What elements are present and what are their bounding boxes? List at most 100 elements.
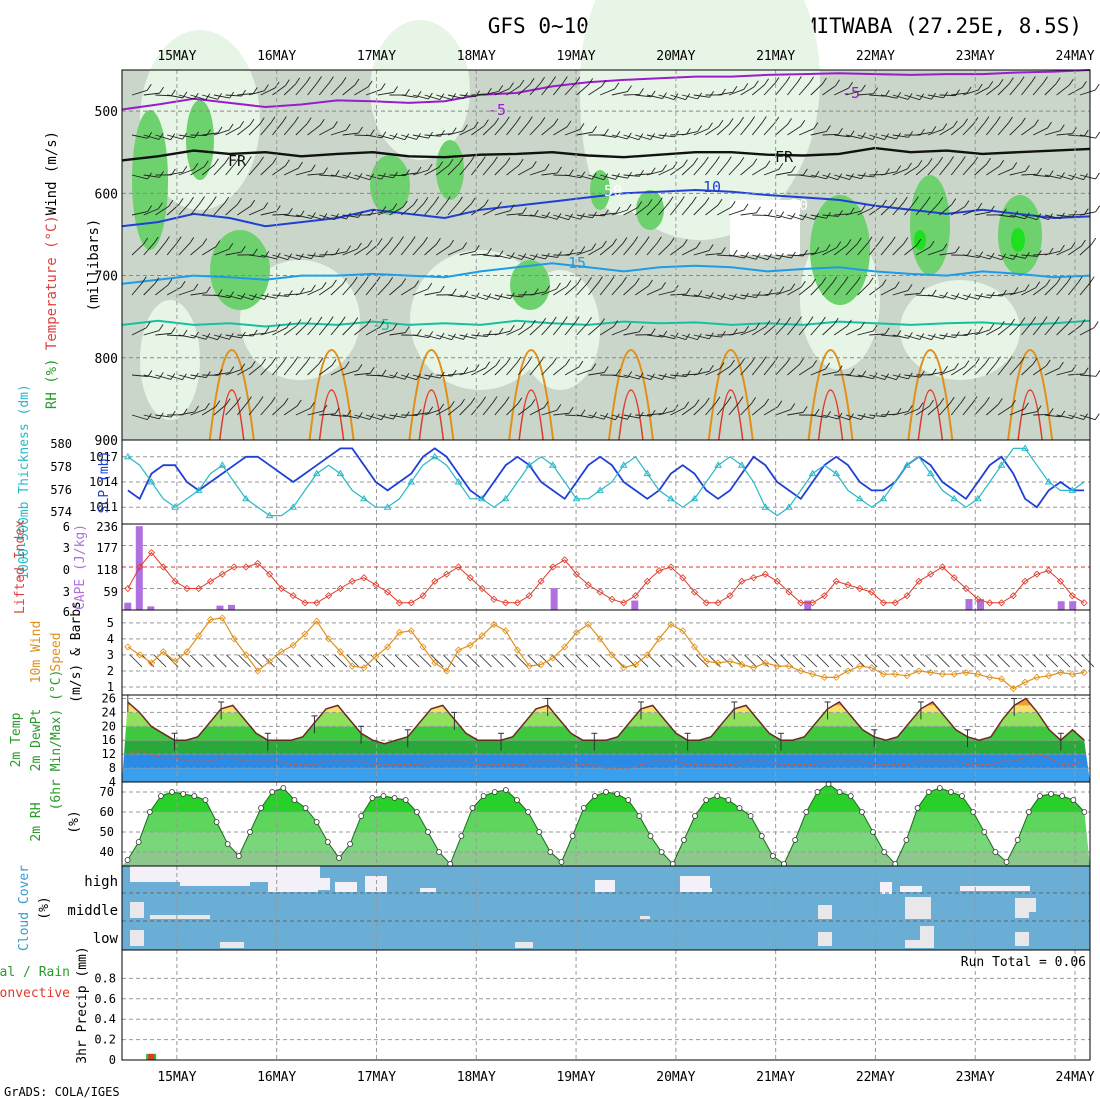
wind-barb bbox=[288, 208, 293, 215]
wind-speed-marker bbox=[620, 664, 628, 672]
wind-barb bbox=[744, 325, 749, 333]
wind-barb bbox=[178, 374, 195, 380]
wind-barb bbox=[330, 83, 343, 96]
wind-speed-marker bbox=[584, 620, 592, 628]
wind-barb bbox=[756, 206, 761, 214]
wind-barb bbox=[414, 280, 420, 287]
wind-barb bbox=[284, 293, 301, 296]
wind-barb bbox=[483, 199, 489, 206]
wind-barb bbox=[365, 282, 377, 296]
wind-barb bbox=[190, 202, 201, 216]
wind-barb bbox=[340, 316, 346, 323]
wind-barb bbox=[716, 365, 731, 376]
wind-barb bbox=[1020, 117, 1026, 125]
wind-barb bbox=[892, 374, 909, 380]
wind-barb bbox=[999, 159, 1005, 167]
wind-barb bbox=[194, 331, 199, 339]
wind-barb bbox=[646, 170, 663, 176]
wind-barb bbox=[330, 322, 342, 336]
wind-speed-marker bbox=[549, 654, 557, 662]
wind-barb bbox=[775, 171, 792, 176]
wind-barb bbox=[541, 409, 558, 416]
wind-barb bbox=[951, 366, 966, 376]
wind-barb bbox=[588, 282, 599, 296]
lifted-index-marker bbox=[596, 588, 604, 596]
wind-barb bbox=[332, 121, 338, 128]
rh-light-patch bbox=[900, 280, 1020, 380]
wind-barb bbox=[568, 169, 574, 176]
wind-barb bbox=[646, 334, 663, 338]
precip-tick-label: 0.6 bbox=[94, 992, 116, 1006]
wind-barb bbox=[916, 238, 922, 246]
wind-barb bbox=[377, 329, 394, 336]
wind-barb bbox=[1021, 411, 1038, 416]
wind-barb bbox=[553, 364, 567, 376]
wind-barb bbox=[658, 290, 675, 296]
wind-barb bbox=[1058, 361, 1064, 369]
wind-barb bbox=[635, 94, 652, 98]
wind-barb bbox=[708, 244, 714, 251]
thickness-marker bbox=[714, 461, 723, 468]
precip-tick-label: 0 bbox=[109, 1053, 116, 1067]
wind-barb bbox=[576, 369, 592, 376]
wind-barb bbox=[369, 367, 375, 374]
lifted-index-marker bbox=[903, 592, 911, 600]
thickness-axis-label: 1000-500mb Thickness (dm) bbox=[17, 384, 32, 580]
wind-barb bbox=[1055, 77, 1061, 84]
wind-barb bbox=[684, 401, 690, 409]
lifted-index-marker bbox=[419, 592, 427, 600]
wind-barb bbox=[730, 359, 735, 367]
wind-barb bbox=[529, 291, 546, 296]
rh-marker bbox=[502, 787, 509, 793]
wind-speed-marker bbox=[466, 641, 474, 649]
wind-barb bbox=[401, 172, 418, 176]
wind-barb bbox=[170, 327, 176, 334]
wind-barb bbox=[449, 400, 455, 408]
wind-barb bbox=[154, 277, 160, 284]
wind-barb bbox=[591, 363, 597, 370]
wind-barb bbox=[697, 367, 703, 375]
wind-barb bbox=[974, 358, 980, 365]
wind-barb bbox=[147, 205, 153, 212]
wind-barb bbox=[810, 322, 822, 336]
wind-barb bbox=[311, 212, 316, 219]
wind-barb bbox=[709, 91, 714, 98]
surface-wind-barb bbox=[298, 654, 311, 668]
wind-barb bbox=[159, 171, 164, 178]
wind-barb bbox=[614, 82, 620, 90]
thickness-marker bbox=[265, 511, 274, 519]
surface-wind-barb bbox=[1021, 654, 1035, 668]
rh-marker bbox=[870, 829, 876, 835]
lifted-index-marker bbox=[986, 599, 994, 607]
surface-wind-barb bbox=[587, 654, 601, 668]
wind-barb bbox=[623, 134, 639, 141]
date-label-16MAY: 16MAY bbox=[257, 49, 296, 64]
cape-bar bbox=[227, 604, 235, 610]
wind-barb bbox=[915, 164, 929, 176]
wind-barb bbox=[869, 333, 886, 336]
wind-barb bbox=[603, 412, 609, 420]
wind-barb bbox=[1072, 127, 1077, 134]
wind-barb bbox=[228, 242, 234, 250]
wind-barb bbox=[318, 365, 333, 376]
wind-barb bbox=[470, 197, 476, 205]
wind-barb bbox=[752, 84, 765, 96]
wind-barb bbox=[705, 162, 716, 176]
wind-barb bbox=[861, 132, 866, 139]
wind-barb bbox=[705, 294, 721, 300]
wind-barb bbox=[635, 134, 651, 140]
wind-barb bbox=[248, 402, 260, 416]
wind-barb bbox=[799, 358, 804, 365]
wind-barb bbox=[447, 334, 464, 340]
surface-wind-barb bbox=[852, 654, 866, 668]
wind-barb bbox=[740, 328, 756, 336]
thickness-marker bbox=[737, 461, 746, 468]
wind-barb bbox=[282, 116, 287, 123]
wind-speed-marker bbox=[643, 651, 651, 659]
wind-barb bbox=[1044, 322, 1056, 336]
lifted-index-marker bbox=[431, 577, 439, 585]
cape-bar bbox=[631, 600, 639, 610]
surface-wind-barb bbox=[792, 654, 806, 668]
rh-marker bbox=[169, 789, 175, 795]
wind-barb bbox=[354, 324, 368, 336]
